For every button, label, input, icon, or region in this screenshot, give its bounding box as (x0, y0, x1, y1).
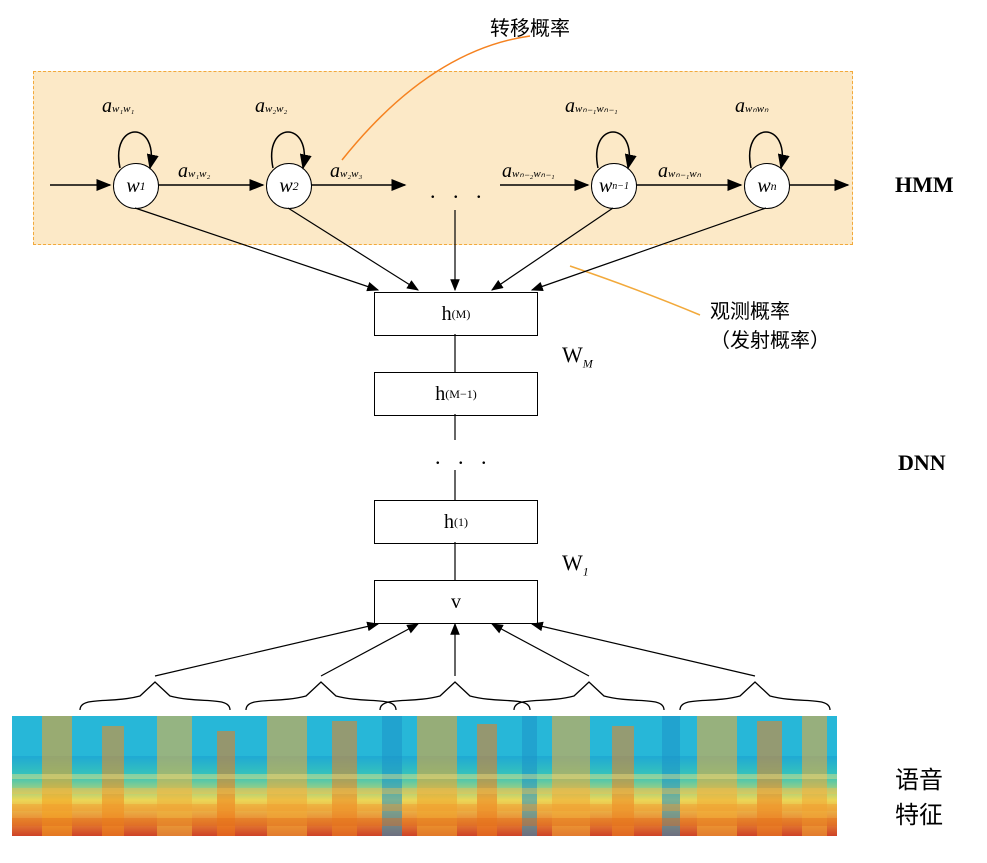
obs-line2: （发射概率） (710, 324, 830, 353)
trans-a12: aw₁w₂ (178, 160, 210, 183)
transition-prob-label: 转移概率 (490, 12, 570, 41)
dnn-label: DNN (898, 450, 946, 476)
state-wn: wn (744, 163, 790, 209)
weight-W1-label: W1 (562, 550, 589, 579)
obs-line1: 观测概率 (710, 295, 830, 324)
state-w2: w2 (266, 163, 312, 209)
spectrogram (12, 716, 837, 836)
trans-a23: aw₂w₃ (330, 160, 362, 183)
speech-line1: 语音 (895, 760, 943, 795)
dnn-layer-hM1: h(M−1) (374, 372, 538, 416)
speech-feature-label: 语音 特征 (895, 760, 943, 830)
self-loop-a22: aw₂w₂ (255, 95, 287, 118)
dnn-dots: . . . (435, 444, 493, 470)
hmm-label: HMM (895, 172, 954, 198)
self-loop-a11: aw₁w₁ (102, 95, 134, 118)
self-loop-an1n1: awₙ₋₁wₙ₋₁ (565, 95, 618, 118)
dnn-layer-hM: h(M) (374, 292, 538, 336)
trans-an1n: awₙ₋₁wₙ (658, 160, 701, 183)
speech-line2: 特征 (895, 795, 943, 830)
state-dots: . . . (430, 178, 488, 204)
dnn-layer-h1: h(1) (374, 500, 538, 544)
obs-prob-label: 观测概率 （发射概率） (710, 295, 830, 353)
state-wn1: wn−1 (591, 163, 637, 209)
weight-WM-label: WM (562, 342, 593, 371)
trans-an2n1: awₙ₋₂wₙ₋₁ (502, 160, 555, 183)
state-w1: w1 (113, 163, 159, 209)
hmm-region-box (33, 71, 853, 245)
self-loop-ann: awₙwₙ (735, 95, 768, 118)
dnn-layer-v: v (374, 580, 538, 624)
